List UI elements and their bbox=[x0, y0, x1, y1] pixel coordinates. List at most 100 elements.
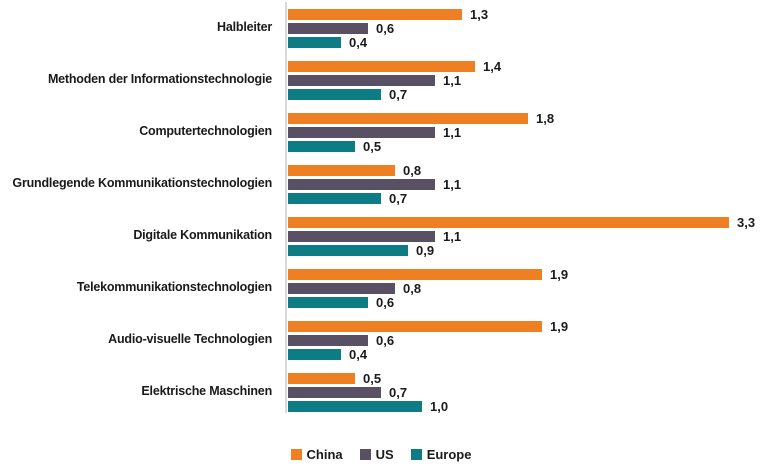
bar-line: 3,3 bbox=[288, 214, 762, 230]
value-label: 0,7 bbox=[389, 190, 408, 206]
category-row: Computertechnologien 1,8 1,1 0,5 bbox=[0, 106, 762, 158]
bar-europe bbox=[288, 348, 341, 360]
value-label: 1,1 bbox=[443, 176, 462, 192]
category-label: Methoden der Informationstechnologie bbox=[47, 72, 272, 87]
category-label: Elektrische Maschinen bbox=[141, 384, 272, 399]
value-label: 0,6 bbox=[376, 294, 395, 310]
bar-line: 0,7 bbox=[288, 384, 762, 400]
bar-line: 0,9 bbox=[288, 242, 762, 258]
value-label: 3,3 bbox=[737, 214, 756, 230]
bar-us bbox=[288, 334, 368, 346]
category-label: Halbleiter bbox=[217, 20, 272, 35]
legend-item-china: China bbox=[290, 447, 343, 462]
value-label: 0,6 bbox=[376, 332, 395, 348]
category-row: Halbleiter 1,3 0,6 0,4 bbox=[0, 2, 762, 54]
bar-group: 1,9 0,6 0,4 bbox=[280, 318, 762, 362]
bar-us bbox=[288, 126, 435, 138]
bar-europe bbox=[288, 140, 355, 152]
bar-line: 1,1 bbox=[288, 124, 762, 140]
category-row: Audio-visuelle Technologien 1,9 0,6 0,4 bbox=[0, 314, 762, 366]
bar-line: 1,1 bbox=[288, 228, 762, 244]
bar-europe bbox=[288, 88, 381, 100]
bar-line: 0,6 bbox=[288, 332, 762, 348]
legend-item-us: US bbox=[359, 447, 394, 462]
bar-group: 1,9 0,8 0,6 bbox=[280, 266, 762, 310]
bar-us bbox=[288, 282, 395, 294]
category-label: Computertechnologien bbox=[139, 124, 272, 139]
legend-swatch-icon bbox=[290, 449, 302, 460]
bar-us bbox=[288, 22, 368, 34]
bar-china bbox=[288, 60, 475, 72]
bar-line: 1,8 bbox=[288, 110, 762, 126]
bar-us bbox=[288, 386, 381, 398]
legend-label: US bbox=[375, 447, 394, 462]
bar-europe bbox=[288, 296, 368, 308]
category-row: Grundlegende Kommunikationstechnologien 0… bbox=[0, 158, 762, 210]
bar-line: 1,3 bbox=[288, 6, 762, 22]
bar-us bbox=[288, 230, 435, 242]
bar-europe bbox=[288, 400, 422, 412]
bar-line: 1,9 bbox=[288, 318, 762, 334]
value-label: 1,3 bbox=[470, 6, 489, 22]
category-label: Digitale Kommunikation bbox=[133, 228, 272, 243]
bar-line: 1,1 bbox=[288, 72, 762, 88]
value-label: 0,7 bbox=[389, 384, 408, 400]
bar-line: 0,7 bbox=[288, 86, 762, 102]
category-label: Telekommunikationstechnologien bbox=[76, 280, 272, 295]
value-label: 1,1 bbox=[443, 72, 462, 88]
bar-china bbox=[288, 320, 542, 332]
bar-china bbox=[288, 268, 542, 280]
legend-item-europe: Europe bbox=[410, 447, 471, 462]
bar-line: 0,5 bbox=[288, 370, 762, 386]
legend-label: China bbox=[306, 447, 343, 462]
value-label: 1,9 bbox=[550, 266, 569, 282]
legend-swatch-icon bbox=[359, 449, 371, 460]
bar-us bbox=[288, 74, 435, 86]
bar-line: 0,7 bbox=[288, 190, 762, 206]
plot-area: Halbleiter 1,3 0,6 0,4 Methoden der Informat… bbox=[0, 2, 762, 418]
value-label: 0,4 bbox=[349, 346, 368, 362]
category-row: Digitale Kommunikation 3,3 1,1 0,9 bbox=[0, 210, 762, 262]
value-axis-line bbox=[285, 2, 287, 413]
bar-group: 0,5 0,7 1,0 bbox=[280, 370, 762, 414]
bar-group: 1,8 1,1 0,5 bbox=[280, 110, 762, 154]
bar-line: 0,4 bbox=[288, 346, 762, 362]
bar-china bbox=[288, 372, 355, 384]
bar-europe bbox=[288, 244, 408, 256]
value-label: 0,8 bbox=[403, 162, 422, 178]
bar-line: 1,4 bbox=[288, 58, 762, 74]
bar-line: 0,6 bbox=[288, 294, 762, 310]
value-label: 1,1 bbox=[443, 124, 462, 140]
value-label: 1,9 bbox=[550, 318, 569, 334]
value-label: 0,5 bbox=[363, 138, 382, 154]
bar-line: 0,5 bbox=[288, 138, 762, 154]
bar-europe bbox=[288, 192, 381, 204]
value-label: 1,8 bbox=[536, 110, 555, 126]
chart-legend: China US Europe bbox=[0, 447, 762, 462]
bar-group: 3,3 1,1 0,9 bbox=[280, 214, 762, 258]
category-row: Telekommunikationstechnologien 1,9 0,8 0,6 bbox=[0, 262, 762, 314]
bar-group: 0,8 1,1 0,7 bbox=[280, 162, 762, 206]
value-label: 1,1 bbox=[443, 228, 462, 244]
bar-line: 0,8 bbox=[288, 162, 762, 178]
legend-swatch-icon bbox=[410, 449, 422, 460]
bar-china bbox=[288, 8, 462, 20]
bar-group: 1,3 0,6 0,4 bbox=[280, 6, 762, 50]
bar-china bbox=[288, 216, 729, 228]
value-label: 0,9 bbox=[416, 242, 435, 258]
value-label: 1,0 bbox=[430, 398, 449, 414]
value-label: 1,4 bbox=[483, 58, 502, 74]
bar-line: 1,9 bbox=[288, 266, 762, 282]
category-row: Elektrische Maschinen 0,5 0,7 1,0 bbox=[0, 366, 762, 418]
category-row: Methoden der Informationstechnologie 1,4 1… bbox=[0, 54, 762, 106]
value-label: 0,8 bbox=[403, 280, 422, 296]
bar-line: 0,6 bbox=[288, 20, 762, 36]
value-label: 0,5 bbox=[363, 370, 382, 386]
bar-group: 1,4 1,1 0,7 bbox=[280, 58, 762, 102]
category-label: Grundlegende Kommunikationstechnologien bbox=[12, 176, 272, 191]
value-label: 0,7 bbox=[389, 86, 408, 102]
bar-line: 1,0 bbox=[288, 398, 762, 414]
value-label: 0,6 bbox=[376, 20, 395, 36]
bar-line: 0,4 bbox=[288, 35, 762, 50]
